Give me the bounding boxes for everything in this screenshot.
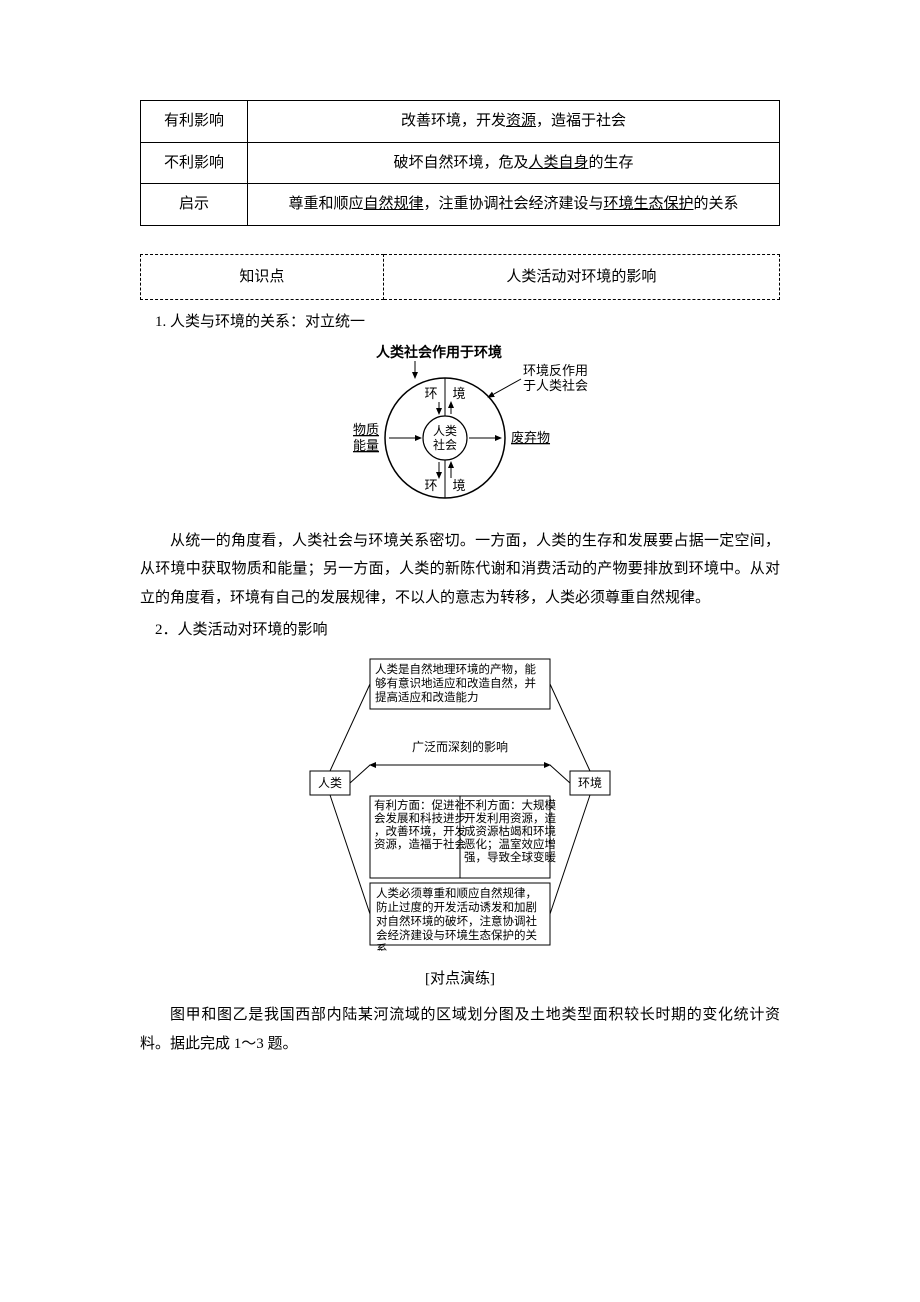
row-label: 不利影响 — [141, 142, 248, 184]
svg-text:够有意识地适应和改造自然，并: 够有意识地适应和改造自然，并 — [375, 676, 536, 690]
row-content: 破坏自然环境，危及人类自身的生存 — [248, 142, 780, 184]
svg-text:广泛而深刻的影响: 广泛而深刻的影响 — [412, 739, 508, 754]
svg-text:境: 境 — [452, 478, 465, 493]
knowledge-point-table: 知识点 人类活动对环境的影响 — [140, 254, 780, 301]
practice-label: [对点演练] — [140, 965, 780, 994]
svg-text:环: 环 — [424, 386, 437, 401]
impact-table: 有利影响 改善环境，开发资源，造福于社会 不利影响 破坏自然环境，危及人类自身的… — [140, 100, 780, 226]
svg-text:开发利用资源，造: 开发利用资源，造 — [464, 811, 556, 825]
svg-text:人类: 人类 — [318, 776, 342, 790]
svg-text:环: 环 — [424, 478, 437, 493]
knowledge-value: 人类活动对环境的影响 — [383, 254, 779, 300]
section2-heading: 2．人类活动对环境的影响 — [155, 616, 780, 645]
svg-text:人类必须尊重和顺应自然规律，: 人类必须尊重和顺应自然规律， — [376, 886, 537, 900]
svg-text:有利方面：促进社: 有利方面：促进社 — [374, 798, 466, 812]
human-environment-circle-diagram: 人类社会作用于环境环境反作用于人类社会环境环境人类社会物质能量废弃物 — [295, 343, 625, 513]
row-content: 尊重和顺应自然规律，注重协调社会经济建设与环境生态保护的关系 — [248, 184, 780, 226]
human-environment-box-diagram: 人类 环境 人类是自然地理环境的产物，能够有意识地适应和改造自然，并提高适应和改造能… — [300, 651, 620, 951]
svg-text:人类: 人类 — [433, 424, 457, 438]
svg-text:境: 境 — [452, 386, 465, 401]
svg-text:于人类社会: 于人类社会 — [523, 378, 588, 393]
row-label: 有利影响 — [141, 101, 248, 143]
table-row: 启示 尊重和顺应自然规律，注重协调社会经济建设与环境生态保护的关系 — [141, 184, 780, 226]
svg-text:环境反作用: 环境反作用 — [523, 363, 588, 378]
svg-text:会经济建设与环境生态保护的关: 会经济建设与环境生态保护的关 — [376, 928, 537, 942]
svg-text:，改善环境，开发: ，改善环境，开发 — [374, 824, 466, 838]
svg-text:会发展和科技进步: 会发展和科技进步 — [374, 811, 466, 825]
row-content: 改善环境，开发资源，造福于社会 — [248, 101, 780, 143]
svg-text:废弃物: 废弃物 — [511, 430, 550, 445]
svg-text:系: 系 — [376, 943, 388, 951]
row-label: 启示 — [141, 184, 248, 226]
svg-text:人类社会作用于环境: 人类社会作用于环境 — [376, 344, 502, 361]
section1-heading: 1. 人类与环境的关系：对立统一 — [155, 308, 780, 337]
body-paragraph: 图甲和图乙是我国西部内陆某河流域的区域划分图及土地类型面积较长时期的变化统计资料… — [140, 1001, 780, 1058]
table-row: 不利影响 破坏自然环境，危及人类自身的生存 — [141, 142, 780, 184]
svg-text:能量: 能量 — [353, 438, 379, 453]
svg-text:防止过度的开发活动诱发和加剧: 防止过度的开发活动诱发和加剧 — [376, 900, 537, 914]
table-row: 有利影响 改善环境，开发资源，造福于社会 — [141, 101, 780, 143]
svg-text:社会: 社会 — [433, 437, 457, 452]
svg-text:强，导致全球变暖: 强，导致全球变暖 — [464, 850, 556, 864]
svg-text:资源，造福于社会: 资源，造福于社会 — [374, 837, 466, 851]
svg-text:人类是自然地理环境的产物，能: 人类是自然地理环境的产物，能 — [375, 662, 536, 676]
body-paragraph: 从统一的角度看，人类社会与环境关系密切。一方面，人类的生存和发展要占据一定空间，… — [140, 527, 780, 613]
svg-text:恶化；温室效应增: 恶化；温室效应增 — [464, 837, 556, 851]
svg-text:不利方面：大规模: 不利方面：大规模 — [464, 798, 556, 812]
svg-text:提高适应和改造能力: 提高适应和改造能力 — [375, 690, 479, 704]
svg-text:对自然环境的破坏，注意协调社: 对自然环境的破坏，注意协调社 — [376, 914, 537, 928]
knowledge-label: 知识点 — [141, 254, 384, 300]
svg-text:物质: 物质 — [353, 422, 379, 437]
svg-text:成资源枯竭和环境: 成资源枯竭和环境 — [464, 824, 556, 838]
svg-text:环境: 环境 — [578, 775, 602, 790]
